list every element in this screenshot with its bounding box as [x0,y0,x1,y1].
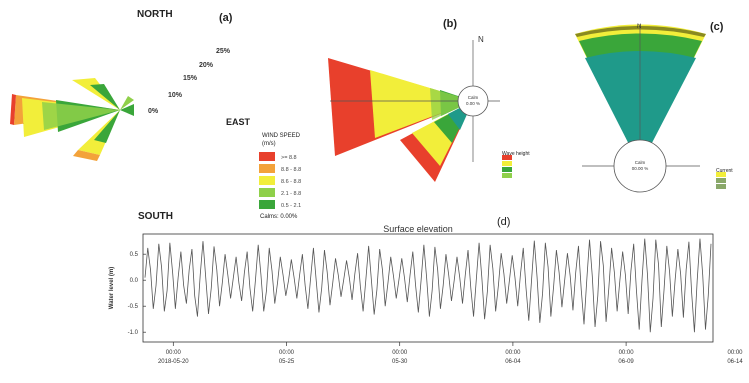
wave-legend [502,155,512,178]
current-rose-c: N Calm 00.00 % [575,24,706,193]
wind-legend-label-2: 8.6 - 8.8 [281,179,301,185]
rose-c-outer-band [575,26,706,37]
wave-legend-swatch-0 [502,155,512,160]
x-tick-time-3: 00:00 [505,350,521,356]
x-tick-time-1: 00:00 [279,350,295,356]
rose-b-north-mark: N [478,35,484,44]
rose-a-petal-sw-inner [94,110,120,143]
x-tick-date-4: 06-09 [618,359,634,365]
rose-b-calm-line2: 0.00 % [466,101,480,106]
rose-c-north-mark: N [637,24,641,30]
rose-a-tick-10: 10% [168,92,183,99]
panel-label-d: (d) [497,216,511,228]
rose-c-calm-line1: Calm [635,160,646,165]
y-ticks: 0.5 0.0 -0.5 -1.0 [128,252,146,336]
north-label: NORTH [137,9,173,20]
rose-a-petal-lightgreen [42,102,120,130]
wave-rose-b: N Calm 0.00 % [328,35,500,182]
x-ticks: 00:00 2018-05-20 00:00 05-25 00:00 05-30 00:00… [158,342,743,365]
rose-a-petal-ne [120,96,134,110]
series-line-water-level [144,238,712,333]
wave-legend-swatch-2 [502,167,512,172]
wave-legend-swatch-3 [502,173,512,178]
rose-b-calm-circle [457,85,489,117]
rose-c-teal-band [585,51,696,166]
wind-legend-swatch-4 [259,200,275,209]
current-legend-swatch-0 [716,172,726,177]
wind-legend-swatch-2 [259,176,275,185]
x-tick-time-4: 00:00 [619,350,635,356]
wind-legend-calms: Calms: 0.00% [260,214,298,220]
wind-legend-label-4: 0.5 - 2.1 [281,203,301,209]
rose-a-petal-sw-orange [73,150,100,161]
current-legend-title: Current [716,168,733,174]
x-tick-date-1: 05-25 [279,359,295,365]
rose-a-tick-20: 20% [199,62,214,69]
rose-a-petal-nw [72,78,120,110]
x-tick-date-3: 06-04 [505,359,521,365]
wind-legend-label-0: >= 8.8 [281,155,297,161]
y-tick-label-3: -1.0 [128,330,139,336]
wind-legend-unit: (m/s) [262,141,276,147]
current-legend-swatch-1 [716,178,726,183]
wind-legend-label-1: 8.8 - 8.8 [281,167,301,173]
x-tick-time-0: 00:00 [166,350,182,356]
current-legend [716,172,726,189]
x-tick-date-2: 05-30 [392,359,408,365]
y-tick-label-2: -0.5 [128,304,139,310]
wind-legend-swatch-0 [259,152,275,161]
rose-b-yellow-main [370,70,473,138]
surface-elevation-chart: Surface elevation Water level (m) 0.5 0.0… [109,224,743,365]
panel-label-a: (a) [219,12,233,24]
rose-c-calm-line2: 00.00 % [632,166,649,171]
plot-area-d [142,233,714,343]
wind-speed-legend: >= 8.8 8.8 - 8.8 8.6 - 8.8 2.1 - 8.8 0.5 - 2… [259,152,301,209]
east-label: EAST [226,117,251,127]
x-tick-time-2: 00:00 [392,350,408,356]
rose-a-petal-e [120,104,134,116]
wind-legend-title: WIND SPEED [262,133,301,139]
rose-b-calm-line1: Calm [468,95,479,100]
rose-a-tick-15: 15% [183,75,198,82]
chart-d-title: Surface elevation [383,224,453,234]
wave-legend-swatch-1 [502,161,512,166]
south-label: SOUTH [138,211,173,222]
x-tick-date-0: 2018-05-20 [158,359,189,365]
rose-a-tick-0: 0% [148,108,159,115]
wave-legend-title: Wave height [502,151,530,157]
rose-b-lgreen-main [430,88,473,120]
y-tick-label-1: 0.0 [130,278,139,284]
wind-legend-swatch-1 [259,164,275,173]
rose-a-petal-sw [78,110,120,155]
rose-c-calm-circle [613,139,667,193]
wind-legend-label-3: 2.1 - 8.8 [281,191,301,197]
panel-label-b: (b) [443,18,458,30]
rose-a-petal-nw-inner [90,84,120,110]
panel-label-c: (c) [710,21,724,33]
y-tick-label-0: 0.5 [130,252,139,258]
x-tick-time-5: 00:00 [727,350,743,356]
wind-legend-swatch-3 [259,188,275,197]
current-legend-swatch-2 [716,184,726,189]
rose-a-tick-25: 25% [216,48,231,55]
wind-rose-a: 0% 10% 15% 20% 25% [10,48,231,161]
chart-d-ylabel: Water level (m) [109,267,115,309]
rose-a-petal-w-red [10,94,16,125]
x-tick-date-5: 06-14 [727,359,743,365]
